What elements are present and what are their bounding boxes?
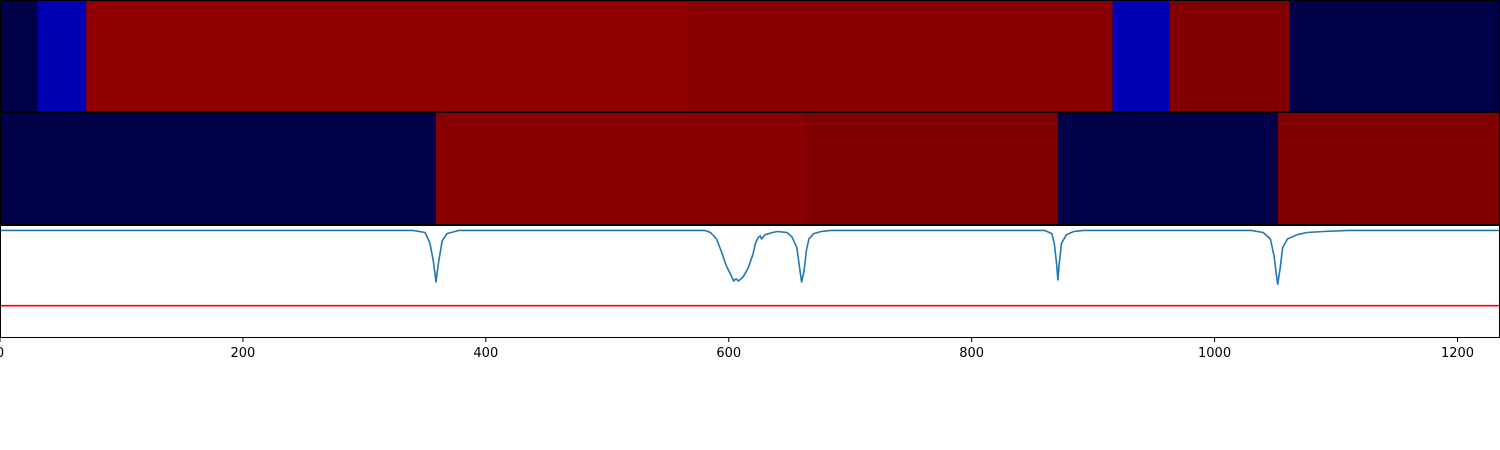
heatmap-1-segment-1 — [0, 0, 39, 112]
heatmap-2-segment-5 — [1057, 112, 1279, 225]
x-tick-label: 1000 — [1198, 346, 1231, 361]
heatmap-1-segment-6 — [1169, 0, 1291, 112]
x-tick-label: 0 — [0, 346, 4, 361]
heatmap-panel-2 — [0, 112, 1500, 225]
heatmap-panel-1 — [0, 0, 1500, 112]
heatmap-2-segment-2 — [436, 112, 735, 225]
heatmap-1-segment-3 — [86, 0, 690, 112]
x-tick-label: 200 — [231, 346, 256, 361]
signal-line — [0, 229, 1500, 286]
heatmap-1-segment-4 — [688, 0, 1114, 112]
heatmap-1-segment-7 — [1289, 0, 1500, 112]
heatmap-2-segment-6 — [1277, 112, 1500, 225]
heatmap-1-segment-5 — [1112, 0, 1171, 112]
heatmap-1-segment-2 — [37, 0, 87, 112]
heatmap-2-segment-4 — [804, 112, 1059, 225]
heatmap-2-segment-3 — [733, 112, 805, 225]
x-tick-label: 600 — [716, 346, 741, 361]
heatmap-2-segment-1 — [0, 112, 437, 225]
x-tick-label: 400 — [473, 346, 498, 361]
x-tick-label: 800 — [959, 346, 984, 361]
x-axis: 0 200 400 600 800 1000 1200 — [0, 338, 1474, 361]
signal-panel-background — [0, 225, 1500, 338]
signal-panel — [0, 225, 1500, 338]
x-tick-label: 1200 — [1441, 346, 1474, 361]
